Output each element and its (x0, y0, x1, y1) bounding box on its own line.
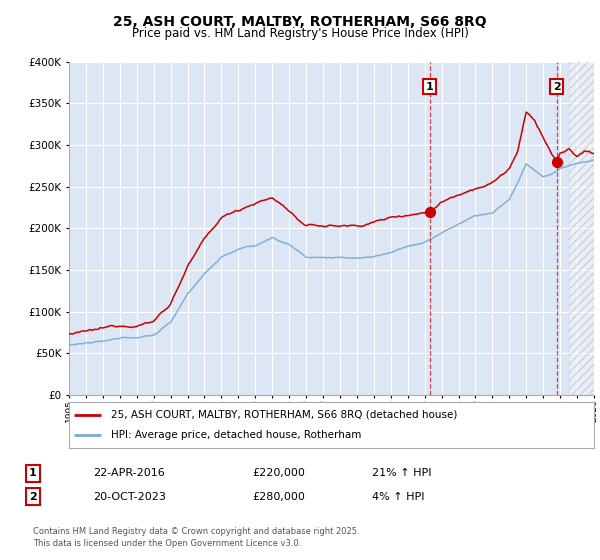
Text: 1: 1 (29, 468, 37, 478)
Text: Price paid vs. HM Land Registry's House Price Index (HPI): Price paid vs. HM Land Registry's House … (131, 27, 469, 40)
Text: £220,000: £220,000 (252, 468, 305, 478)
Text: 20-OCT-2023: 20-OCT-2023 (93, 492, 166, 502)
Text: 25, ASH COURT, MALTBY, ROTHERHAM, S66 8RQ: 25, ASH COURT, MALTBY, ROTHERHAM, S66 8R… (113, 15, 487, 29)
Text: 2: 2 (553, 82, 560, 92)
Text: HPI: Average price, detached house, Rotherham: HPI: Average price, detached house, Roth… (111, 430, 361, 440)
Text: 2: 2 (29, 492, 37, 502)
Text: Contains HM Land Registry data © Crown copyright and database right 2025.
This d: Contains HM Land Registry data © Crown c… (33, 527, 359, 548)
Text: 4% ↑ HPI: 4% ↑ HPI (372, 492, 425, 502)
Text: 25, ASH COURT, MALTBY, ROTHERHAM, S66 8RQ (detached house): 25, ASH COURT, MALTBY, ROTHERHAM, S66 8R… (111, 410, 457, 420)
Text: £280,000: £280,000 (252, 492, 305, 502)
Point (552, 157, 562, 166)
Bar (569, 62, 594, 395)
Text: 1: 1 (425, 82, 433, 92)
Text: 21% ↑ HPI: 21% ↑ HPI (372, 468, 431, 478)
Bar (569, 62, 594, 395)
Text: 22-APR-2016: 22-APR-2016 (93, 468, 165, 478)
Point (425, 207, 434, 216)
